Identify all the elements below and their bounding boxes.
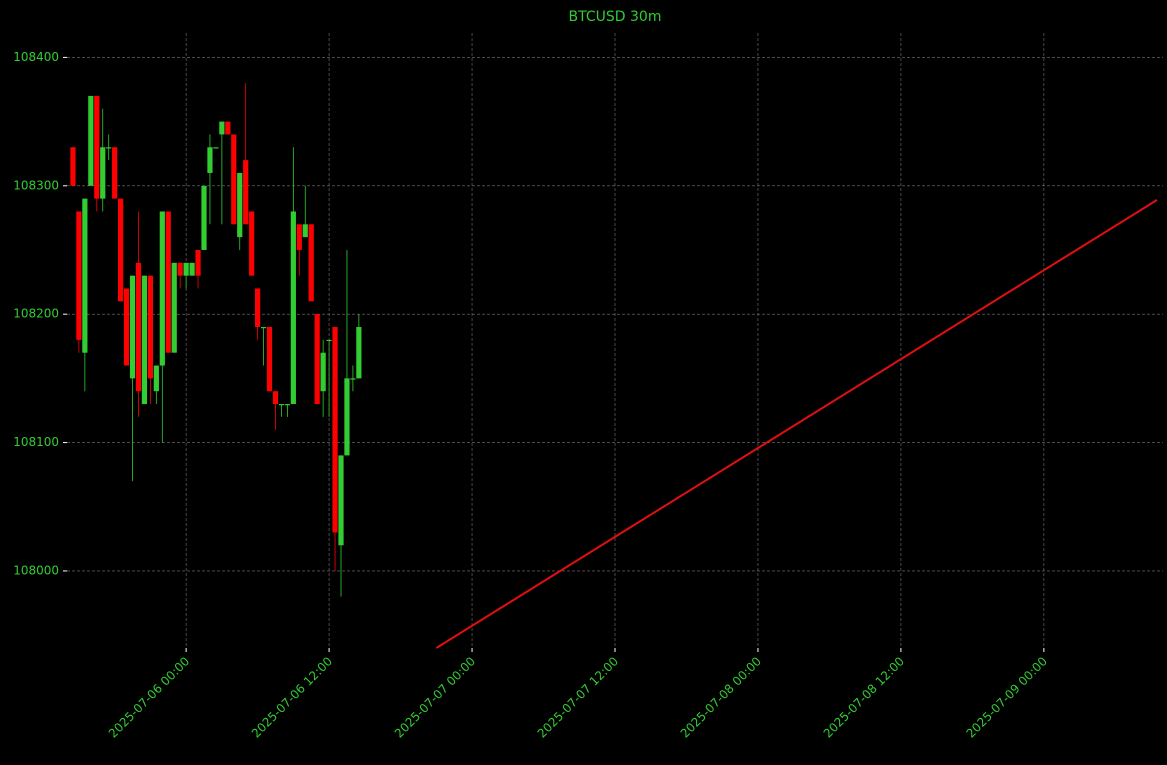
- candle-body: [165, 211, 171, 353]
- candle-body: [249, 211, 255, 276]
- candle-body: [189, 262, 195, 276]
- candle-body: [195, 249, 201, 276]
- candle-body: [237, 172, 243, 238]
- candle-body: [272, 391, 279, 405]
- candle-body: [153, 365, 159, 392]
- candle-body: [76, 211, 82, 340]
- candle-body: [219, 121, 225, 135]
- candle-body: [260, 327, 267, 329]
- x-tick-label: 2025-07-07 12:00: [535, 654, 621, 740]
- candle-body: [338, 455, 344, 546]
- candle-body: [177, 262, 183, 276]
- x-tick-label: 2025-07-08 12:00: [821, 654, 907, 740]
- candle-body: [106, 147, 112, 149]
- y-tick-label: 108300: [13, 178, 59, 192]
- candle-body: [171, 262, 177, 353]
- candle-body: [112, 147, 118, 199]
- y-tick-label: 108200: [13, 307, 59, 321]
- candle-body: [207, 147, 213, 173]
- candle-body: [213, 147, 219, 149]
- y-tick-label: 108400: [13, 50, 59, 64]
- candle-body: [225, 121, 231, 135]
- y-tick-label: 108100: [13, 435, 59, 449]
- candle-body: [308, 224, 314, 302]
- candle-body: [100, 147, 106, 199]
- candle-body: [118, 198, 124, 302]
- candle-body: [266, 327, 273, 392]
- candle-body: [141, 275, 148, 405]
- x-tick-label: 2025-07-06 00:00: [106, 654, 192, 740]
- candle-body: [344, 378, 350, 456]
- candle-body: [147, 275, 153, 379]
- candle-body: [243, 160, 249, 225]
- candle-body: [129, 275, 136, 379]
- x-tick-label: 2025-07-06 12:00: [249, 654, 335, 740]
- candle-body: [356, 327, 362, 379]
- candle-body: [88, 95, 94, 186]
- candle-body: [159, 211, 165, 366]
- candle-body: [350, 378, 356, 380]
- candle-body: [314, 314, 320, 405]
- candle-body: [278, 404, 285, 406]
- candle-body: [135, 262, 142, 392]
- trend-line: [435, 199, 1158, 649]
- candle-body: [326, 339, 332, 342]
- chart-title: BTCUSD 30m: [569, 9, 662, 25]
- candle-body: [302, 224, 308, 238]
- candle-body: [94, 95, 100, 199]
- candle-body: [123, 288, 130, 366]
- x-tick-label: 2025-07-09 00:00: [964, 654, 1050, 740]
- candle-body: [320, 352, 326, 392]
- candle-body: [290, 211, 296, 405]
- x-tick-label: 2025-07-07 00:00: [392, 654, 478, 740]
- candle-body: [201, 185, 207, 250]
- candle-body: [231, 134, 237, 225]
- candle-body: [183, 262, 189, 276]
- candle-body: [70, 147, 76, 186]
- y-tick-label: 108000: [13, 563, 59, 577]
- x-tick-label: 2025-07-08 00:00: [678, 654, 764, 740]
- candle-body: [284, 404, 290, 406]
- candle-body: [255, 288, 261, 328]
- candle-body: [332, 327, 338, 533]
- candle-body: [296, 224, 302, 250]
- candle-body: [82, 198, 88, 353]
